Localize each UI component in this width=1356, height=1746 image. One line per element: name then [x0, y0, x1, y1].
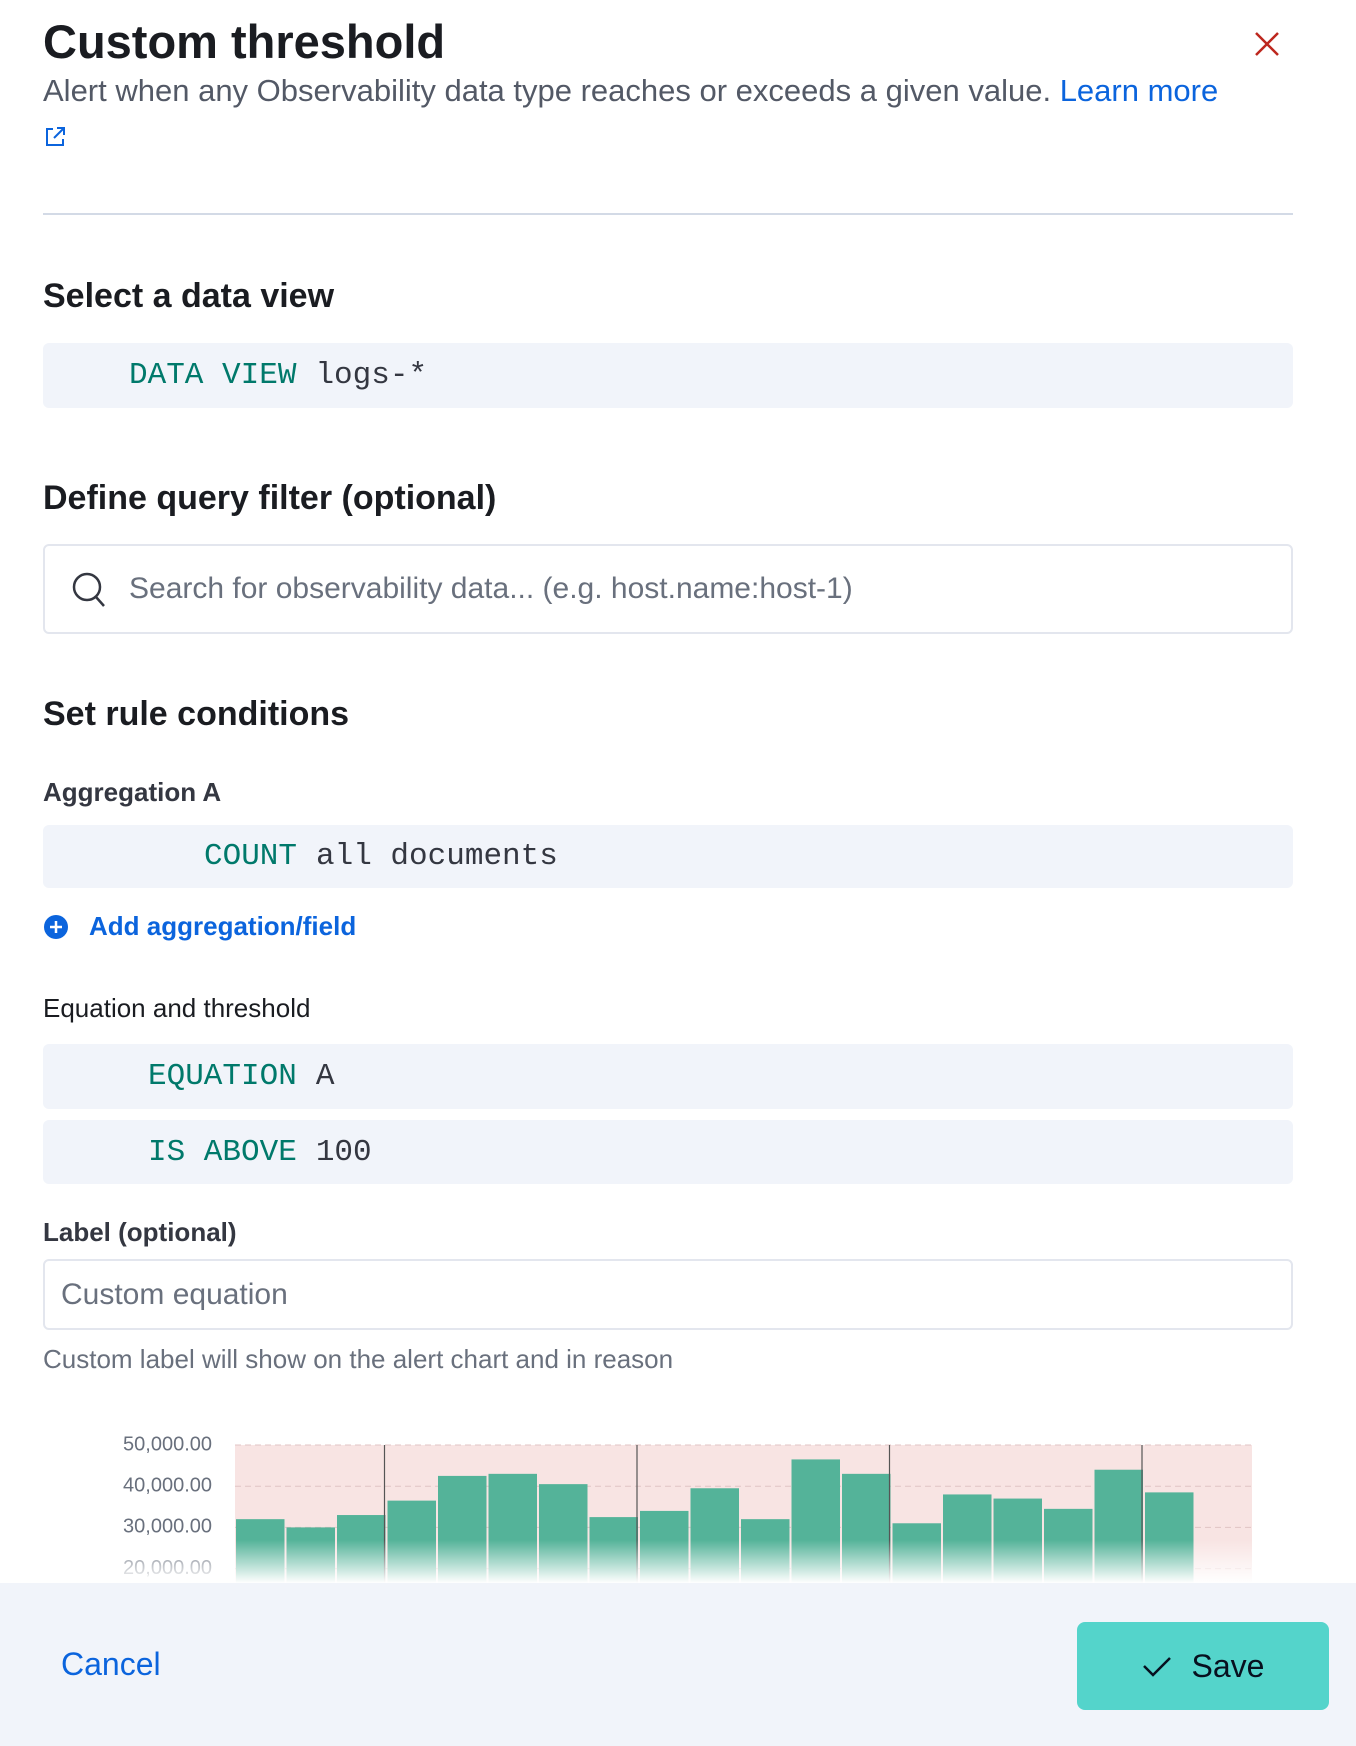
description: Alert when any Observability data type r… [43, 68, 1243, 160]
flyout-title: Custom threshold [43, 15, 446, 68]
keyword: DATA VIEW [129, 358, 297, 393]
field-label: Equation and threshold [43, 993, 311, 1023]
link-text: Add aggregation/field [89, 911, 357, 941]
section-heading: Set rule conditions [43, 695, 350, 733]
fade [0, 1540, 1356, 1583]
plus-icon [44, 914, 68, 939]
value: all documents [316, 839, 558, 874]
help-text: Custom label will show on the alert char… [43, 1344, 674, 1374]
button-text: Save [1191, 1647, 1265, 1684]
section-heading: Define query filter (optional) [43, 479, 497, 517]
divider [43, 213, 1293, 215]
label-input[interactable]: Custom equation [43, 1259, 1293, 1330]
search-icon [72, 572, 105, 607]
field-label: Aggregation A [43, 777, 222, 807]
keyword: IS ABOVE [148, 1134, 297, 1170]
y-tick-label: 30,000.00 [123, 1516, 212, 1538]
cancel-button[interactable]: Cancel [61, 1646, 161, 1682]
check-icon [1142, 1657, 1171, 1677]
value: logs-* [315, 358, 428, 393]
field-label: Label (optional) [43, 1217, 237, 1247]
y-tick-label: 50,000.00 [123, 1433, 212, 1455]
close-button[interactable] [1254, 31, 1280, 57]
add-aggregation-button[interactable]: Add aggregation/field [43, 911, 356, 942]
data-view-selector[interactable]: DATA VIEW logs-* [43, 343, 1293, 408]
equation-selector[interactable]: EQUATION A [43, 1044, 1293, 1109]
aggregation-selector[interactable]: COUNT all documents [43, 825, 1293, 888]
y-tick-label: 40,000.00 [123, 1474, 212, 1496]
learn-more-link[interactable]: Learn more [1059, 73, 1219, 108]
footer: Cancel Save [0, 1583, 1356, 1746]
query-input[interactable]: Search for observability data... (e.g. h… [43, 544, 1293, 634]
keyword: COUNT [204, 839, 298, 874]
placeholder: Custom equation [61, 1277, 288, 1311]
value: 100 [315, 1134, 372, 1170]
description-text: Alert when any Observability data type r… [43, 73, 1052, 108]
external-icon [46, 127, 65, 146]
keyword: EQUATION [148, 1059, 297, 1094]
save-button[interactable]: Save [1077, 1622, 1329, 1710]
value: A [315, 1059, 335, 1094]
section-heading: Select a data view [43, 277, 335, 315]
threshold-selector[interactable]: IS ABOVE 100 [43, 1120, 1293, 1184]
placeholder: Search for observability data... (e.g. h… [129, 572, 853, 605]
